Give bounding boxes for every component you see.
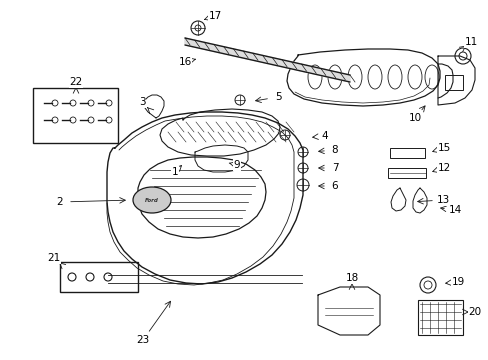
Text: 1: 1 (171, 167, 178, 177)
Text: 2: 2 (57, 197, 63, 207)
Text: 17: 17 (208, 11, 221, 21)
Text: 23: 23 (136, 335, 149, 345)
Bar (389, 148, 424, 158)
Text: 18: 18 (345, 273, 358, 283)
Ellipse shape (133, 187, 171, 213)
Text: 12: 12 (436, 163, 450, 173)
Text: 7: 7 (331, 163, 338, 173)
Text: 8: 8 (331, 145, 338, 155)
Text: 22: 22 (69, 77, 82, 87)
Text: 13: 13 (435, 195, 448, 205)
Bar (444, 75, 462, 90)
Text: 14: 14 (447, 205, 461, 215)
Text: Ford: Ford (145, 198, 159, 202)
Bar (60, 262, 138, 292)
Text: 6: 6 (331, 181, 338, 191)
Bar (417, 300, 462, 335)
Text: 20: 20 (468, 307, 481, 317)
Text: 16: 16 (178, 57, 191, 67)
Text: 4: 4 (321, 131, 327, 141)
Text: 9: 9 (233, 160, 240, 170)
Text: 15: 15 (436, 143, 450, 153)
Bar (33, 88, 118, 143)
Text: 11: 11 (464, 37, 477, 47)
Text: 21: 21 (47, 253, 61, 263)
Polygon shape (184, 38, 349, 82)
Text: 10: 10 (407, 113, 421, 123)
Bar (387, 168, 425, 178)
Text: 19: 19 (450, 277, 464, 287)
Text: 5: 5 (274, 92, 281, 102)
Text: 3: 3 (139, 97, 145, 107)
